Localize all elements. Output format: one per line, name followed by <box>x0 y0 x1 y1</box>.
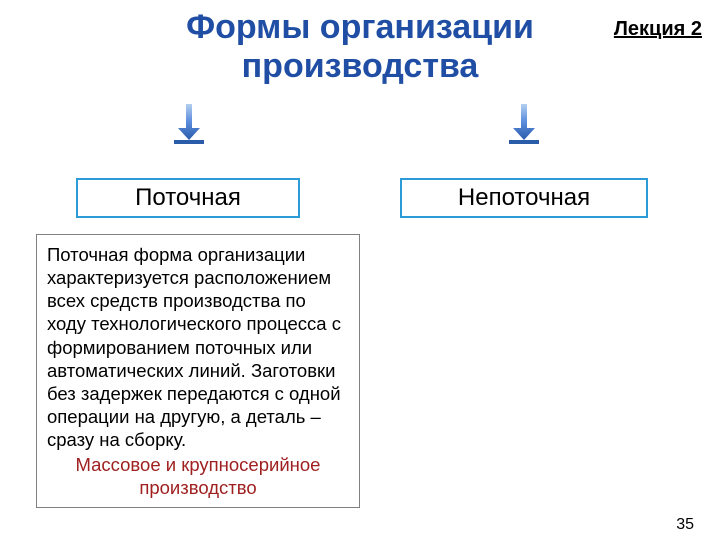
emphasis-line-1: Массовое и крупносерийное <box>76 454 321 475</box>
lecture-number: Лекция 2 <box>614 18 702 41</box>
description-body: Поточная форма организации характеризует… <box>47 244 341 450</box>
arrow-down-icon <box>174 104 204 144</box>
title-line-1: Формы организации <box>186 8 534 46</box>
page-title: Формы организации производства <box>0 8 720 86</box>
branch-box-left: Поточная <box>76 178 300 218</box>
description-box: Поточная форма организации характеризует… <box>36 234 360 508</box>
slide-number: 35 <box>676 516 694 534</box>
emphasis-line-2: производство <box>139 477 256 498</box>
description-emphasis: Массовое и крупносерийное производство <box>47 453 349 499</box>
title-line-2: производства <box>242 47 479 85</box>
branch-right-label: Непоточная <box>458 184 590 211</box>
branch-arrows <box>0 104 720 184</box>
branch-left-label: Поточная <box>135 184 241 211</box>
branch-box-right: Непоточная <box>400 178 648 218</box>
arrow-down-icon <box>509 104 539 144</box>
